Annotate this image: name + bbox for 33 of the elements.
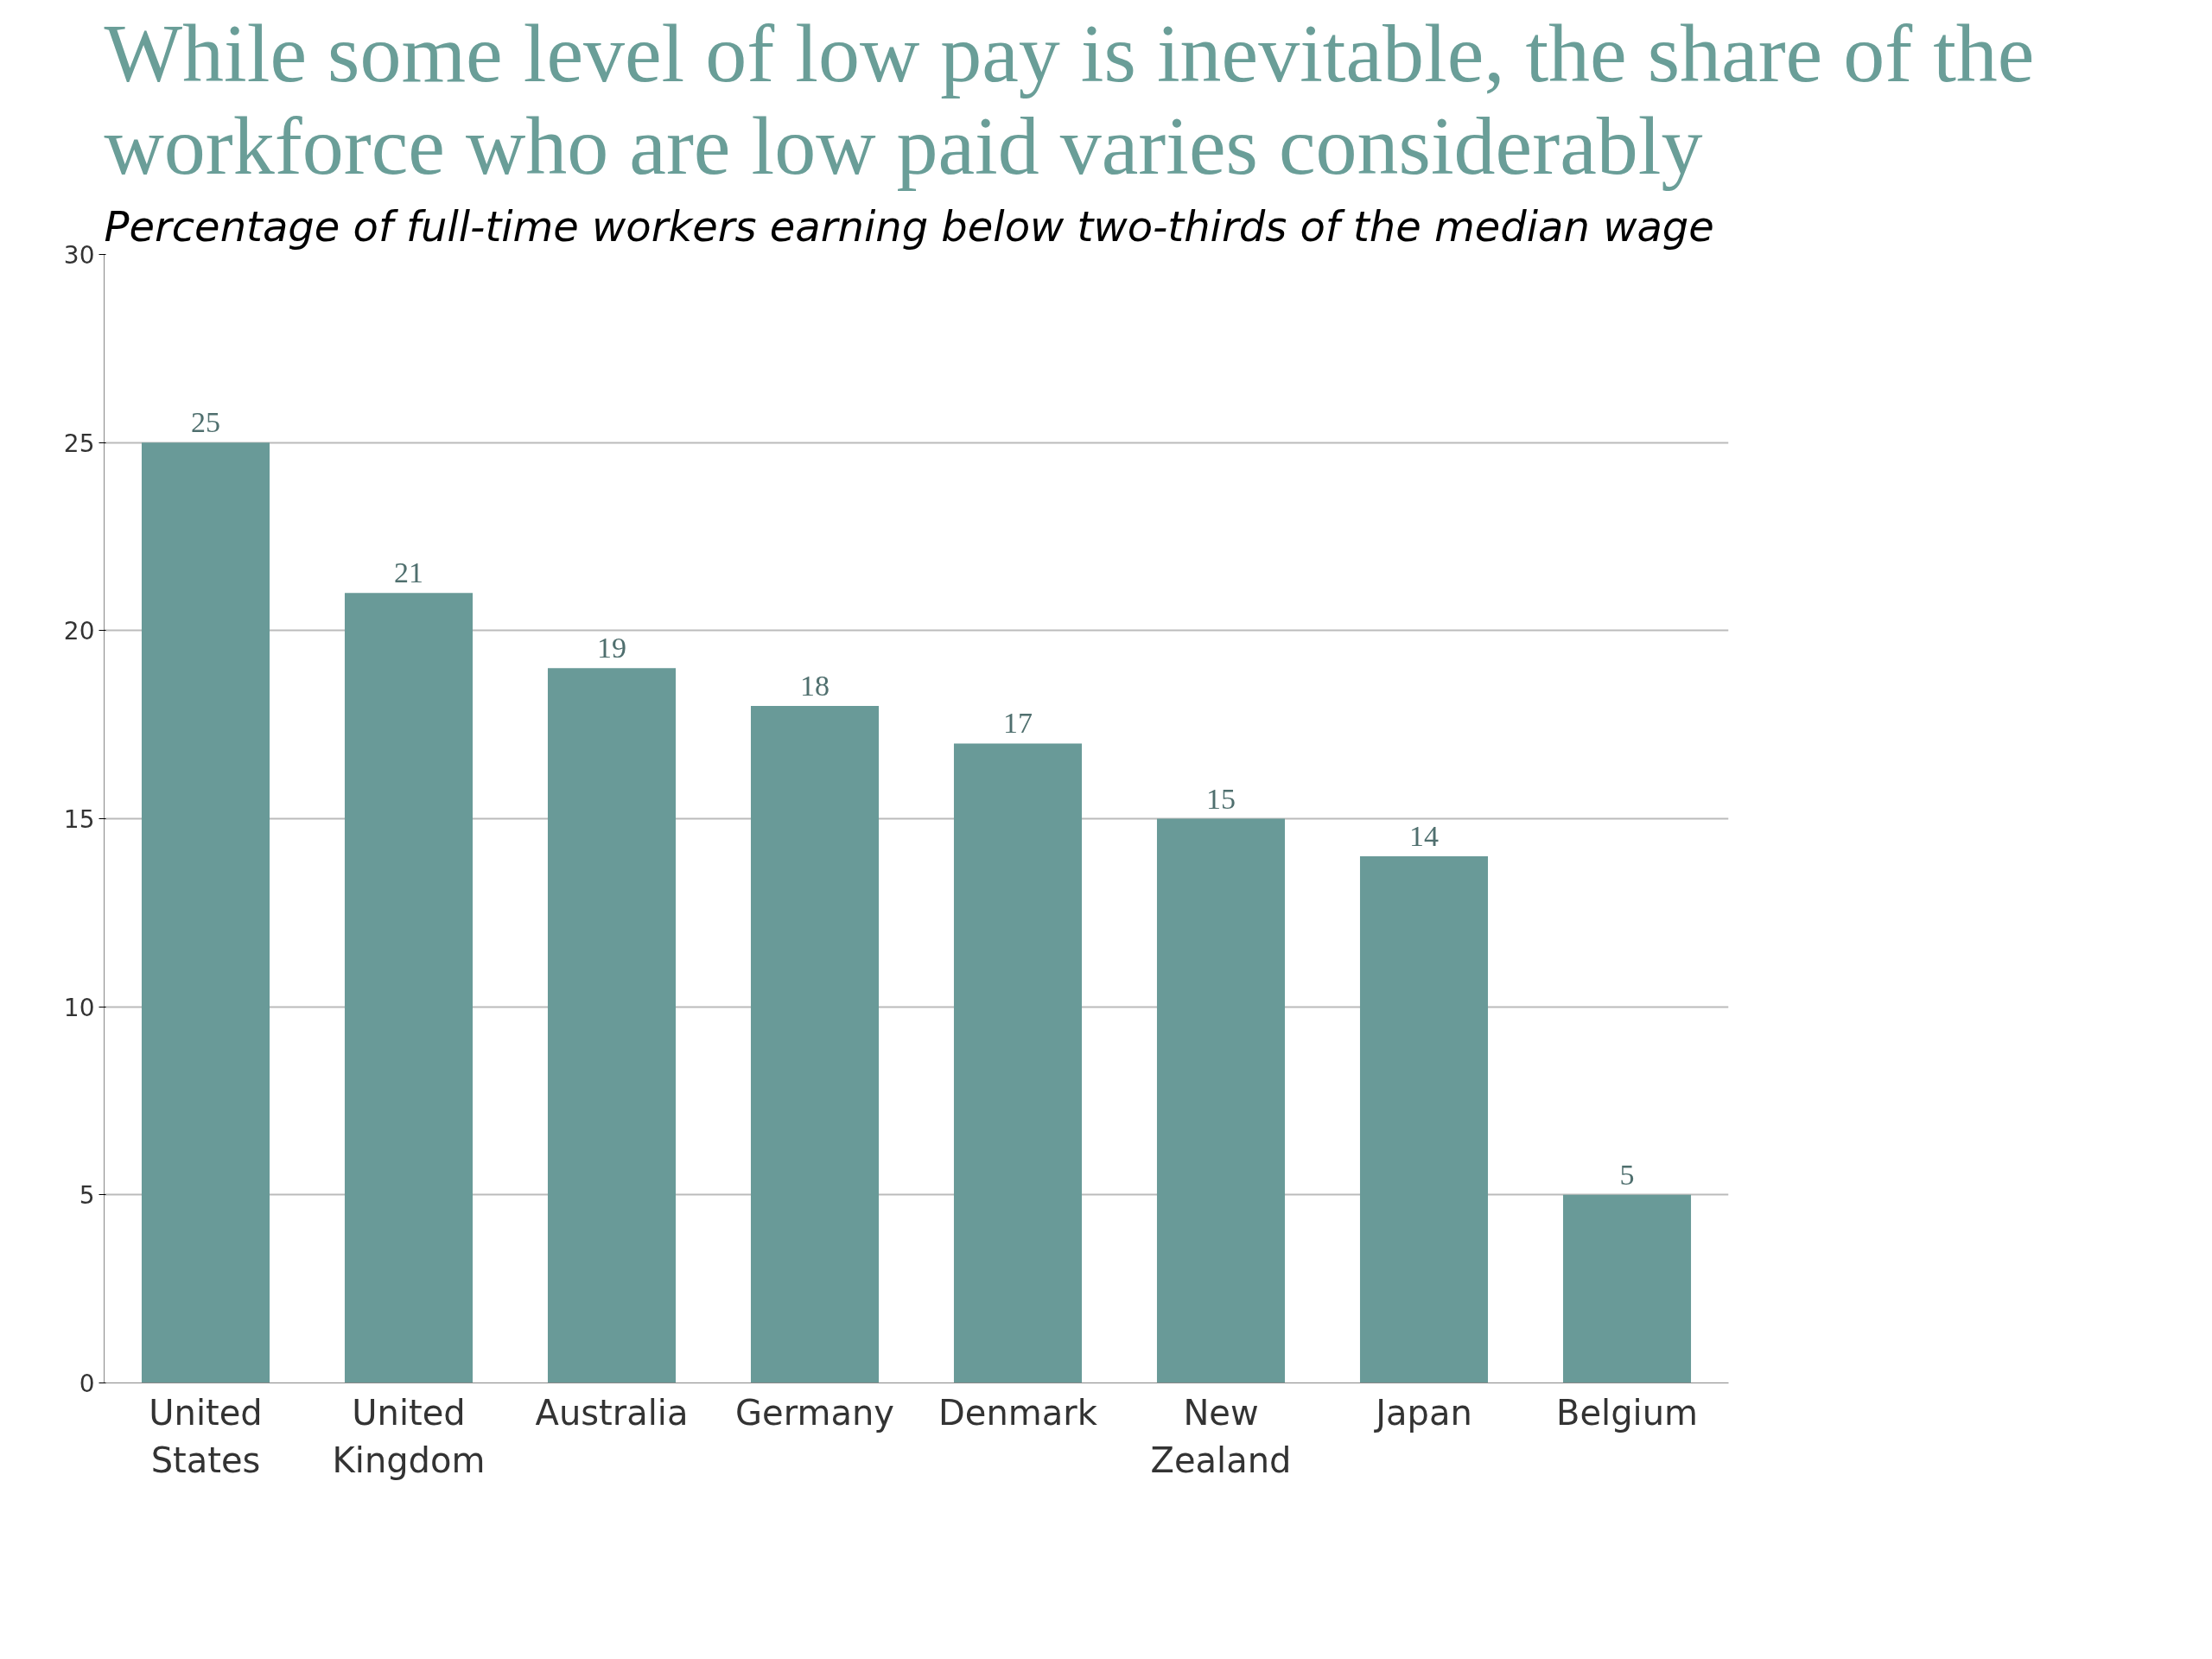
data-label: 18: [800, 669, 830, 702]
data-label: 25: [191, 406, 220, 439]
x-tick-label: United Kingdom: [332, 1392, 486, 1480]
bar: [547, 668, 677, 1383]
y-tick-label: 25: [63, 429, 95, 458]
y-tick-label: 30: [63, 241, 95, 270]
data-label: 21: [394, 556, 423, 589]
bar: [1359, 856, 1489, 1383]
y-tick-label: 20: [63, 617, 95, 646]
bar: [750, 705, 880, 1383]
chart-subtitle: Percentage of full-time workers earning below two-thirds of the median wage: [104, 201, 1714, 251]
x-tick-label: Japan: [1373, 1392, 1472, 1433]
y-tick-label: 10: [63, 993, 95, 1022]
bar: [1562, 1194, 1692, 1383]
data-label: 15: [1206, 782, 1236, 815]
x-tick-label: Denmark: [938, 1392, 1098, 1433]
data-label: 5: [1619, 1158, 1635, 1191]
x-tick-label: New Zealand: [1150, 1392, 1292, 1480]
bar: [344, 593, 474, 1383]
x-tick-label: United States: [149, 1392, 263, 1480]
y-tick-label: 0: [79, 1370, 95, 1398]
data-label: 19: [597, 632, 626, 664]
data-label: 14: [1409, 820, 1439, 853]
y-tick-label: 15: [63, 805, 95, 834]
bar: [141, 442, 270, 1383]
x-tick-label: Germany: [735, 1392, 894, 1433]
y-tick-label: 5: [79, 1181, 95, 1211]
data-label: 17: [1003, 707, 1033, 740]
x-tick-label: Australia: [535, 1392, 689, 1433]
bar: [1156, 818, 1286, 1383]
bar: [953, 743, 1083, 1383]
x-tick-label: Belgium: [1556, 1392, 1698, 1433]
chart-title: While some level of low pay is inevitable, the share of the workforce who are low paid varies considerably: [104, 6, 2035, 192]
